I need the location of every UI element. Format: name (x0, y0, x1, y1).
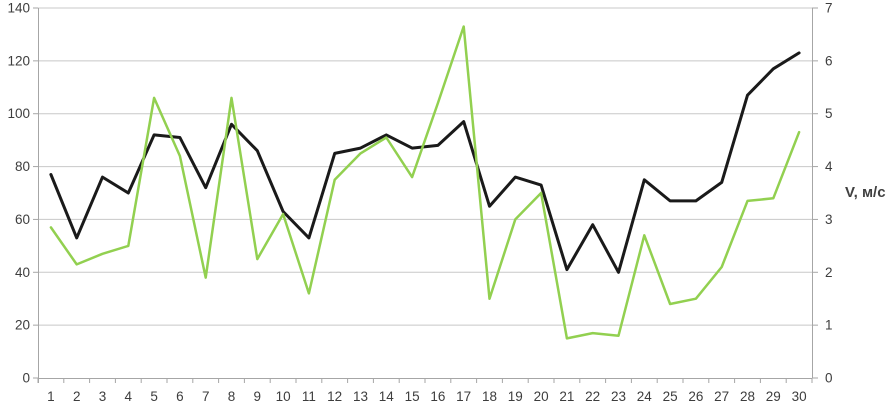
tick-label: 10 (276, 389, 291, 404)
tick-label: 4 (125, 389, 133, 404)
left-axis-labels: 0 20 40 60 80 100 120 140 (7, 1, 30, 386)
tick-label: 120 (7, 53, 30, 68)
tick-label: 0 (22, 371, 30, 386)
tick-label: 23 (611, 389, 626, 404)
tick-label: 22 (585, 389, 600, 404)
tick-label: 16 (430, 389, 445, 404)
tick-label: 140 (7, 1, 30, 16)
tick-label: 7 (202, 389, 210, 404)
tick-label: 4 (825, 159, 833, 174)
right-axis-title: V, м/с (845, 184, 886, 201)
tick-label: 11 (302, 389, 316, 404)
tick-label: 1 (825, 318, 833, 333)
tick-label: 17 (456, 389, 471, 404)
tick-label: 12 (327, 389, 342, 404)
tick-label: 5 (825, 106, 833, 121)
tick-label: 6 (825, 53, 833, 68)
tick-label: 25 (663, 389, 678, 404)
tick-label: 3 (99, 389, 107, 404)
x-axis-labels: 1 2 3 4 5 6 7 8 9 10 11 12 13 14 15 16 17 18 19 20 21 22 23 24 2… (47, 389, 806, 404)
tick-label: 0 (825, 371, 833, 386)
tick-label: 2 (825, 265, 833, 280)
tick-label: 2 (73, 389, 81, 404)
tick-label: 5 (150, 389, 158, 404)
tick-label: 19 (508, 389, 523, 404)
tick-marks (33, 7, 818, 383)
tick-label: 18 (482, 389, 497, 404)
tick-label: 20 (534, 389, 549, 404)
tick-label: 21 (559, 389, 574, 404)
right-axis-labels: 0 1 2 3 4 5 6 7 (825, 1, 833, 386)
tick-label: 40 (15, 265, 30, 280)
tick-label: 27 (714, 389, 729, 404)
tick-label: 29 (766, 389, 781, 404)
tick-label: 28 (740, 389, 755, 404)
tick-label: 80 (15, 159, 30, 174)
tick-label: 8 (228, 389, 236, 404)
gridlines (38, 7, 812, 326)
tick-label: 15 (405, 389, 420, 404)
tick-label: 14 (379, 389, 395, 404)
tick-label: 6 (176, 389, 184, 404)
tick-label: 7 (825, 1, 833, 16)
tick-label: 1 (47, 389, 55, 404)
tick-label: 60 (15, 212, 30, 227)
series-line-green-series-wind-speed (49, 25, 801, 340)
series-line-black-series (49, 51, 801, 274)
tick-label: 100 (7, 106, 30, 121)
tick-label: 13 (353, 389, 368, 404)
axis-lines (38, 8, 813, 383)
tick-label: 9 (254, 389, 262, 404)
tick-label: 30 (792, 389, 807, 404)
tick-label: 26 (688, 389, 703, 404)
tick-label: 24 (637, 389, 653, 404)
tick-label: 3 (825, 212, 833, 227)
tick-label: 20 (15, 318, 30, 333)
